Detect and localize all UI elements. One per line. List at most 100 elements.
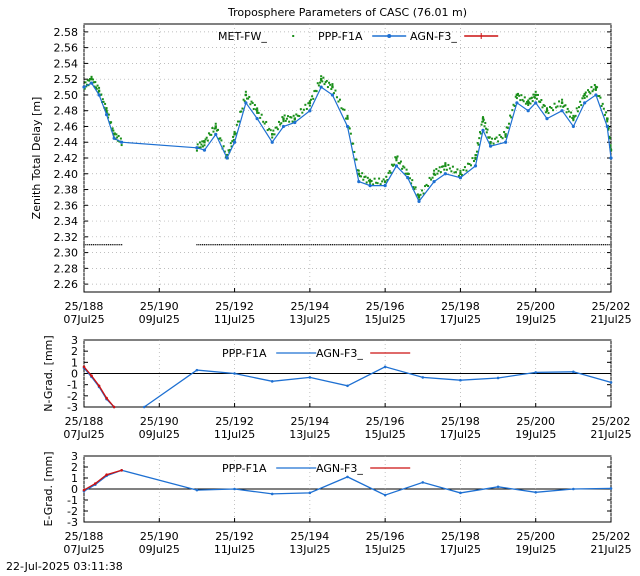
x-tick-label-date: 09Jul25 xyxy=(139,543,180,556)
ppp-point xyxy=(304,103,307,106)
ppp-point xyxy=(361,172,364,175)
ppp-point xyxy=(591,90,594,93)
ppp-point xyxy=(291,120,294,123)
ppp-point xyxy=(450,170,453,173)
y-tick-label: 2.56 xyxy=(54,42,79,55)
ppp-point xyxy=(308,100,311,103)
met-point xyxy=(407,244,409,246)
gradient-point xyxy=(105,396,108,400)
agn-point xyxy=(605,124,609,129)
ppp-point xyxy=(348,127,351,130)
met-point xyxy=(83,244,85,246)
met-point xyxy=(572,244,574,246)
ppp-point xyxy=(276,128,279,131)
agn-point xyxy=(583,101,587,105)
ppp-point xyxy=(317,84,320,87)
met-point xyxy=(606,244,608,246)
gradient-point xyxy=(572,487,575,491)
agn-point xyxy=(319,85,323,89)
ppp-point xyxy=(343,108,346,111)
met-point xyxy=(599,244,601,246)
ppp-point xyxy=(553,102,556,105)
ppp-point xyxy=(412,186,415,189)
ppp-point xyxy=(471,157,474,160)
ppp-point xyxy=(323,83,326,86)
ppp-point xyxy=(277,120,280,123)
legend-label: PPP-F1A xyxy=(222,347,267,360)
met-point xyxy=(292,244,294,246)
y-tick-label: 1 xyxy=(71,472,78,485)
met-point xyxy=(305,244,307,246)
ppp-point xyxy=(372,183,375,186)
met-point xyxy=(196,244,198,246)
ppp-point xyxy=(405,168,408,171)
ppp-point xyxy=(249,103,252,106)
met-point xyxy=(465,244,467,246)
met-point xyxy=(544,244,546,246)
met-point xyxy=(250,244,253,246)
met-point xyxy=(297,244,300,246)
ppp-point xyxy=(95,87,98,90)
met-point xyxy=(587,244,590,246)
ppp-point xyxy=(602,107,605,110)
met-point xyxy=(303,244,305,246)
ppp-point xyxy=(609,144,612,147)
met-point xyxy=(320,244,322,246)
ppp-point xyxy=(213,127,216,130)
ppp-point xyxy=(402,165,405,168)
ppp-point xyxy=(572,114,575,117)
ppp-point xyxy=(520,94,523,97)
ppp-point xyxy=(284,119,287,122)
gradient-point xyxy=(308,376,312,379)
ppp-point xyxy=(346,114,349,117)
met-point xyxy=(371,244,373,246)
met-point xyxy=(113,244,115,246)
ppp-point xyxy=(585,95,588,98)
met-point xyxy=(254,244,256,246)
ppp-point xyxy=(399,160,402,163)
met-point xyxy=(459,244,462,246)
met-point xyxy=(339,244,341,246)
ppp-point xyxy=(92,78,95,81)
ppp-point xyxy=(260,113,263,116)
met-point xyxy=(314,244,317,246)
ppp-point xyxy=(474,158,477,161)
agn-point xyxy=(255,116,259,121)
ppp-point xyxy=(244,90,247,93)
ppp-point xyxy=(530,96,533,99)
agn-point xyxy=(432,180,436,184)
ppp-point xyxy=(398,162,401,165)
met-point xyxy=(232,244,234,246)
ppp-point xyxy=(273,133,276,136)
ppp-point xyxy=(431,176,434,179)
y-tick-label: 2.44 xyxy=(54,136,79,149)
ppp-point xyxy=(532,93,535,96)
met-point xyxy=(329,244,332,246)
ppp-point xyxy=(356,169,359,172)
met-point xyxy=(508,244,510,246)
ppp-point xyxy=(514,95,517,98)
ppp-point xyxy=(459,172,462,175)
ppp-point xyxy=(357,169,360,172)
ppp-point xyxy=(570,111,573,114)
legend-swatch-marker xyxy=(387,34,392,38)
ppp-point xyxy=(290,116,293,119)
ppp-point xyxy=(101,98,104,101)
met-point xyxy=(491,244,494,246)
met-point xyxy=(510,244,512,246)
met-point xyxy=(245,244,247,246)
gradient-point xyxy=(421,376,425,379)
x-tick-label-doy: 25/196 xyxy=(366,530,405,543)
ppp-point xyxy=(459,169,462,172)
ppp-point xyxy=(196,143,199,146)
met-point xyxy=(484,244,486,246)
met-point xyxy=(499,244,501,246)
ppp-point xyxy=(320,75,323,78)
ppp-point xyxy=(256,111,259,114)
ppp-point xyxy=(482,118,485,121)
ppp-point xyxy=(481,117,485,120)
ppp-point xyxy=(314,89,317,92)
met-point xyxy=(461,244,463,246)
ppp-point xyxy=(572,117,575,120)
ppp-point xyxy=(475,150,478,153)
